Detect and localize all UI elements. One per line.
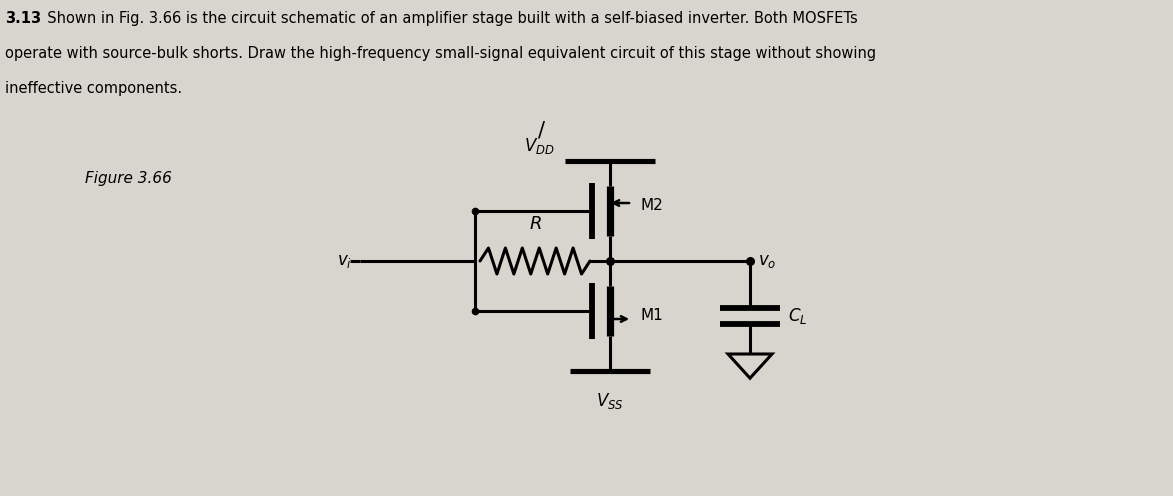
Text: M1: M1 [640,309,663,323]
Text: 3.13: 3.13 [5,11,41,26]
Text: operate with source-bulk shorts. Draw the high-frequency small-signal equivalent: operate with source-bulk shorts. Draw th… [5,46,876,61]
Text: $R$: $R$ [529,215,542,233]
Text: $V_{DD}$: $V_{DD}$ [524,136,555,156]
Text: $C_L$: $C_L$ [788,306,807,326]
Text: M2: M2 [640,198,663,213]
Text: ineffective components.: ineffective components. [5,81,182,96]
Text: $v_i$: $v_i$ [337,252,352,270]
Text: /: / [538,121,545,141]
Text: $v_o$: $v_o$ [758,252,777,270]
Text: $V_{SS}$: $V_{SS}$ [596,391,624,411]
Text: Figure 3.66: Figure 3.66 [84,171,172,186]
Text: Shown in Fig. 3.66 is the circuit schematic of an amplifier stage built with a s: Shown in Fig. 3.66 is the circuit schema… [38,11,857,26]
